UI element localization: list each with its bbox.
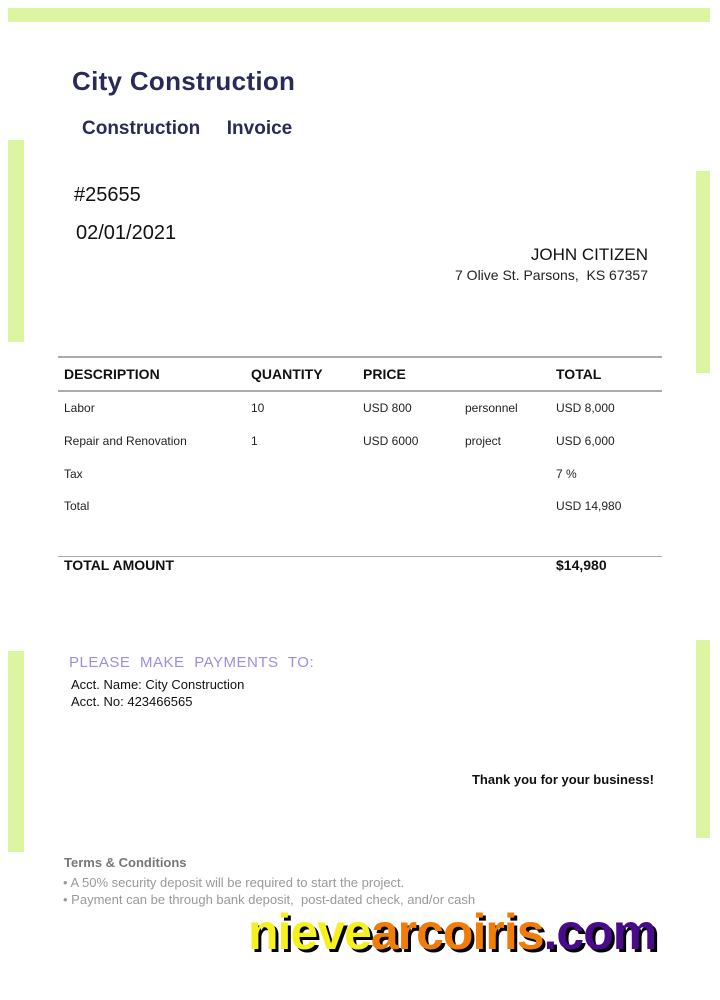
top-accent-bar	[8, 8, 710, 22]
total-amount-label: TOTAL AMOUNT	[64, 557, 174, 573]
watermark-part: nieve	[248, 904, 372, 960]
terms-heading: Terms & Conditions	[64, 855, 187, 870]
header-price: PRICE	[363, 366, 406, 382]
cell-quantity: 1	[251, 434, 258, 448]
account-name: Acct. Name: City Construction	[71, 677, 245, 692]
cell-price: USD 6000	[363, 434, 419, 448]
document-title: Construction Invoice	[82, 118, 293, 139]
left-accent-bar	[8, 140, 24, 342]
table-total-divider	[58, 556, 662, 557]
left-accent-bar-lower	[8, 651, 24, 852]
cell-price: USD 800	[363, 401, 412, 415]
watermark-part: .com	[543, 904, 658, 960]
thank-you-note: Thank you for your business!	[471, 772, 654, 787]
table-header-divider	[58, 390, 662, 392]
cell-unit: personnel	[465, 401, 518, 415]
cell-description: Total	[64, 499, 90, 513]
cell-quantity: 10	[251, 401, 265, 415]
cell-total: USD 8,000	[556, 401, 615, 415]
header-description: DESCRIPTION	[64, 366, 160, 382]
header-quantity: QUANTITY	[251, 366, 323, 382]
invoice-date: 02/01/2021	[76, 222, 177, 244]
payment-heading: PLEASE MAKE PAYMENTS TO:	[69, 654, 315, 671]
table-top-divider	[58, 356, 662, 358]
cell-total: 7 %	[556, 467, 577, 481]
cell-description: Tax	[64, 467, 83, 481]
watermark-part: arcoiris	[370, 904, 545, 960]
cell-unit: project	[465, 434, 502, 448]
right-accent-bar	[696, 171, 710, 373]
header-total: TOTAL	[556, 366, 602, 382]
cell-total: USD 6,000	[556, 434, 615, 448]
cell-description: Repair and Renovation	[64, 434, 187, 448]
cell-description: Labor	[64, 401, 95, 415]
account-number: Acct. No: 423466565	[71, 694, 193, 709]
cell-total: USD 14,980	[556, 499, 622, 513]
total-amount-value: $14,980	[556, 557, 607, 573]
right-accent-bar-lower	[696, 640, 710, 838]
invoice-number: #25655	[74, 184, 141, 206]
company-name: City Construction	[72, 66, 296, 96]
client-address: 7 Olive St. Parsons, KS 67357	[455, 267, 648, 283]
terms-item: • A 50% security deposit will be require…	[63, 875, 405, 890]
watermark-logo: nievearcoiris.com	[248, 903, 658, 961]
terms-item: • Payment can be through bank deposit, p…	[63, 892, 476, 907]
client-name: JOHN CITIZEN	[530, 245, 648, 264]
